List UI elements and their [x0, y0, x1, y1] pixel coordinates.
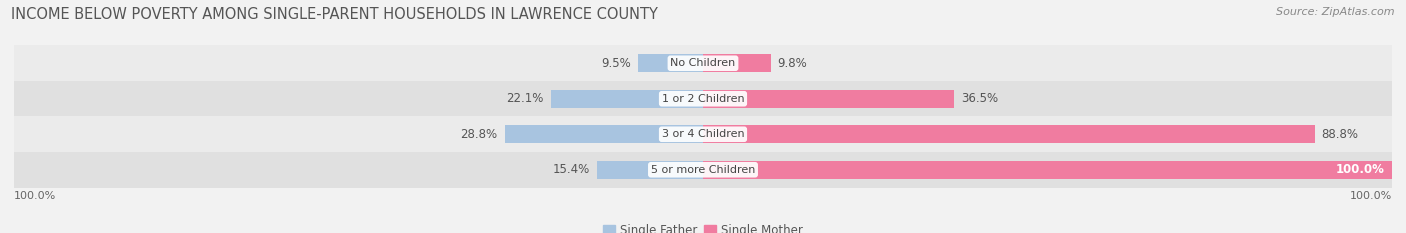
Bar: [14, 81, 1392, 116]
Text: 3 or 4 Children: 3 or 4 Children: [662, 129, 744, 139]
Bar: [703, 161, 1392, 179]
Bar: [14, 45, 1392, 81]
Bar: [703, 89, 955, 108]
Text: 100.0%: 100.0%: [1350, 191, 1392, 201]
Text: 88.8%: 88.8%: [1322, 128, 1358, 141]
Bar: [14, 116, 1392, 152]
Bar: [14, 152, 1392, 188]
Bar: [637, 54, 703, 72]
Text: 100.0%: 100.0%: [1336, 163, 1385, 176]
Text: 1 or 2 Children: 1 or 2 Children: [662, 94, 744, 104]
Bar: [551, 89, 703, 108]
Bar: [703, 125, 1315, 144]
Text: Source: ZipAtlas.com: Source: ZipAtlas.com: [1277, 7, 1395, 17]
Bar: [505, 125, 703, 144]
Text: 36.5%: 36.5%: [962, 92, 998, 105]
Text: No Children: No Children: [671, 58, 735, 68]
Bar: [703, 54, 770, 72]
Text: 9.8%: 9.8%: [778, 57, 807, 70]
Text: 9.5%: 9.5%: [600, 57, 631, 70]
Text: 5 or more Children: 5 or more Children: [651, 165, 755, 175]
Bar: [598, 161, 703, 179]
Text: 28.8%: 28.8%: [461, 128, 498, 141]
Text: 22.1%: 22.1%: [506, 92, 544, 105]
Text: INCOME BELOW POVERTY AMONG SINGLE-PARENT HOUSEHOLDS IN LAWRENCE COUNTY: INCOME BELOW POVERTY AMONG SINGLE-PARENT…: [11, 7, 658, 22]
Legend: Single Father, Single Mother: Single Father, Single Mother: [599, 219, 807, 233]
Text: 15.4%: 15.4%: [553, 163, 591, 176]
Text: 100.0%: 100.0%: [14, 191, 56, 201]
